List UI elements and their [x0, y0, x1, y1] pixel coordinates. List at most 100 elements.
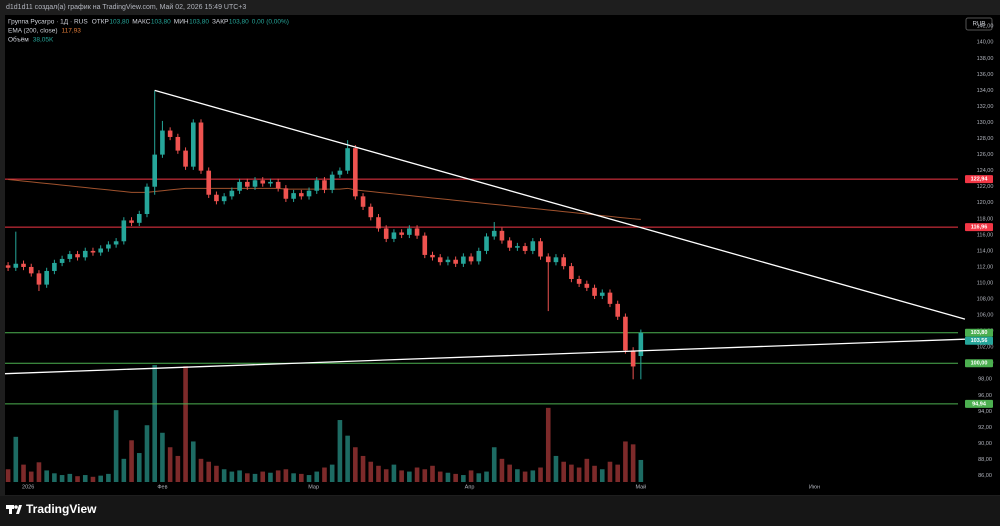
volume-bar: [507, 464, 512, 482]
volume-bar: [461, 475, 466, 482]
legend-text: EMA (200, close): [8, 28, 58, 35]
y-tick-label: 92,00: [978, 425, 992, 431]
candle-body: [383, 228, 389, 239]
volume-bar: [275, 470, 281, 482]
y-tick-label: 112,00: [977, 264, 993, 270]
candle-body: [407, 228, 412, 235]
candle-body: [252, 180, 258, 187]
legend-text: 103,80: [229, 19, 249, 26]
brand: TradingView: [26, 502, 97, 516]
y-tick-label: 142,00: [977, 24, 994, 30]
candle-body: [268, 181, 273, 184]
volume-bar: [553, 455, 559, 482]
volume-bar: [329, 464, 335, 482]
y-tick-label: 110,00: [977, 280, 993, 286]
candle-body: [461, 256, 466, 264]
volume-bar: [28, 471, 34, 482]
volume-bar: [538, 467, 543, 482]
candle-body: [530, 241, 536, 251]
candle-body: [52, 262, 57, 271]
volume-bar: [630, 444, 636, 482]
volume-bar: [599, 469, 605, 482]
volume-bar: [113, 410, 119, 482]
candle-body: [337, 170, 343, 175]
volume-bar: [183, 366, 188, 482]
volume-bar: [322, 467, 327, 482]
candle-body: [160, 130, 165, 155]
volume-bar: [129, 440, 134, 482]
candle-body: [260, 180, 266, 184]
candle-body: [345, 148, 350, 171]
candle-body: [360, 196, 366, 207]
volume-bar: [530, 470, 536, 482]
candle-body: [592, 287, 597, 296]
candle-body: [21, 263, 26, 267]
level-label: 103,56: [971, 338, 988, 344]
volume-bar: [237, 470, 242, 482]
x-tick-label: Июн: [809, 484, 820, 490]
candle-body: [314, 180, 320, 191]
candle-body: [599, 292, 605, 296]
candle-body: [576, 278, 582, 284]
legend-text: Группа Русагро · 1Д · RUS: [8, 19, 88, 26]
volume-bar: [44, 470, 49, 482]
candle-body: [445, 259, 451, 263]
legend-text: Объём: [8, 36, 29, 44]
volume-bar: [75, 476, 80, 482]
candle-body: [306, 190, 312, 197]
level-badge: [965, 175, 993, 184]
volume-bar: [468, 470, 474, 482]
candle-body: [44, 270, 49, 285]
x-tick-label: 2026: [22, 484, 34, 490]
candle-body: [275, 181, 281, 189]
currency-badge: [965, 17, 993, 31]
volume-bar: [522, 471, 528, 482]
level-label: 94,94: [972, 401, 987, 407]
candle-body: [121, 220, 127, 242]
candle-body: [5, 265, 11, 268]
legend-text: 103,80: [151, 19, 171, 26]
candle-body: [515, 246, 520, 248]
volume-bar: [160, 432, 165, 482]
volume-bar: [407, 471, 412, 482]
x-tick-label: Май: [635, 483, 646, 490]
volume-bar: [376, 465, 381, 482]
volume-bar: [90, 476, 96, 482]
candle-body: [136, 213, 142, 223]
y-tick-label: 116,00: [977, 232, 993, 238]
y-tick-label: 90,00: [978, 441, 992, 447]
level-badge: [965, 399, 993, 408]
candle-body: [376, 217, 381, 229]
candle-body: [67, 254, 73, 259]
volume-bar: [383, 469, 389, 482]
volume-bar: [229, 471, 235, 482]
y-tick-label: 88,00: [978, 457, 992, 463]
candle-body: [553, 257, 559, 263]
volume-bar: [13, 436, 19, 482]
footer: [0, 496, 1000, 526]
candle-body: [90, 250, 96, 253]
candle-body: [615, 303, 620, 317]
candle-body: [561, 257, 566, 267]
volume-bar: [175, 455, 181, 482]
volume-bar: [221, 469, 227, 482]
volume-bar: [214, 465, 219, 482]
candle-body: [299, 193, 304, 197]
volume-bar: [360, 455, 366, 482]
legend-text: 103,80: [109, 19, 129, 26]
y-tick-label: 134,00: [977, 88, 994, 94]
volume-bar: [121, 458, 127, 482]
candle-body: [229, 190, 235, 197]
x-tick-label: Апр: [465, 484, 475, 490]
volume-bar: [515, 469, 520, 482]
candle-body: [569, 266, 574, 279]
y-tick-label: 122,00: [977, 184, 994, 190]
volume-bar: [245, 473, 250, 482]
author-line: d1d1d11 создал(а) график на TradingView.…: [6, 3, 246, 11]
candle-body: [198, 122, 204, 171]
candle-body: [106, 244, 111, 249]
y-tick-label: 126,00: [977, 152, 994, 158]
candle-body: [437, 257, 443, 263]
candle-body: [36, 273, 42, 285]
y-tick-label: 132,00: [977, 104, 994, 110]
